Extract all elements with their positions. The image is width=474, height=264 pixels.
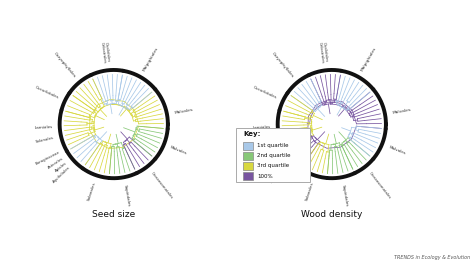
Text: Cucurbitales: Cucurbitales [34,86,59,100]
Text: Boraginaceae: Boraginaceae [253,150,278,166]
Text: TRENDS in Ecology & Evolution: TRENDS in Ecology & Evolution [394,255,470,260]
Text: Caryophyllales: Caryophyllales [270,51,294,78]
Text: Lamiales: Lamiales [252,125,271,130]
Bar [243,152,253,160]
Bar [243,162,253,170]
Text: Malpighiales: Malpighiales [143,46,160,72]
Text: Sapindales: Sapindales [340,184,348,207]
Text: Solanales: Solanales [87,182,97,201]
Text: Boraginaceae: Boraginaceae [35,150,60,166]
Text: Malpighiales: Malpighiales [361,46,378,72]
Text: Seed size: Seed size [92,210,136,219]
Text: Malvales: Malvales [170,145,188,155]
Text: Aquifoliales: Aquifoliales [52,165,71,184]
Text: Sapindales: Sapindales [122,184,130,207]
Text: Asterales: Asterales [47,157,64,170]
Text: Solanales: Solanales [36,136,55,144]
Text: Malvales: Malvales [173,108,193,115]
Text: Oxalidales
Celastrales: Oxalidales Celastrales [318,41,328,64]
Text: Apiales: Apiales [54,161,67,173]
Text: 1st quartile: 1st quartile [257,144,289,148]
Text: Apiales: Apiales [272,161,285,173]
Text: Malvales: Malvales [392,108,411,115]
Text: Wood density: Wood density [301,210,363,219]
Text: Caryophyllales: Caryophyllales [52,51,76,78]
Text: Solanales: Solanales [305,182,315,201]
Text: Asterales: Asterales [265,157,282,170]
Text: Crossosomatales: Crossosomatales [368,171,392,200]
Text: Oxalidales
Celastrales: Oxalidales Celastrales [100,41,110,64]
Bar [243,142,253,150]
Text: 3rd quartile: 3rd quartile [257,163,289,168]
Text: Key:: Key: [243,131,260,137]
Text: 100%: 100% [257,173,273,178]
Text: Lamiales: Lamiales [34,125,53,130]
Text: Crossosomatales: Crossosomatales [150,171,173,200]
Text: Aquifoliales: Aquifoliales [270,165,289,184]
Text: Solanales: Solanales [254,136,273,144]
Text: Cucurbitales: Cucurbitales [252,86,277,100]
Text: Malvales: Malvales [388,145,406,155]
FancyBboxPatch shape [236,128,310,182]
Bar [243,172,253,180]
Text: 2nd quartile: 2nd quartile [257,153,291,158]
